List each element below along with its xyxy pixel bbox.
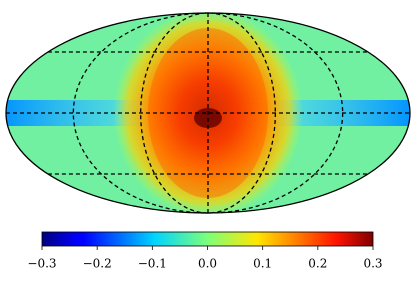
colorbar-tick-label: 0.0 bbox=[198, 257, 217, 271]
colorbar-tick-label: 0.2 bbox=[308, 257, 327, 271]
map-outline bbox=[5, 12, 411, 214]
colorbar-tick-label: 0.1 bbox=[253, 257, 272, 271]
colorbar-tick-label: −0.3 bbox=[27, 257, 56, 271]
colorbar-tick-label: 0.3 bbox=[363, 257, 382, 271]
colorbar-tick-label: −0.2 bbox=[83, 257, 112, 271]
sky-map bbox=[6, 13, 410, 213]
colorbar bbox=[41, 231, 374, 247]
colorbar-tick-label: −0.1 bbox=[138, 257, 167, 271]
